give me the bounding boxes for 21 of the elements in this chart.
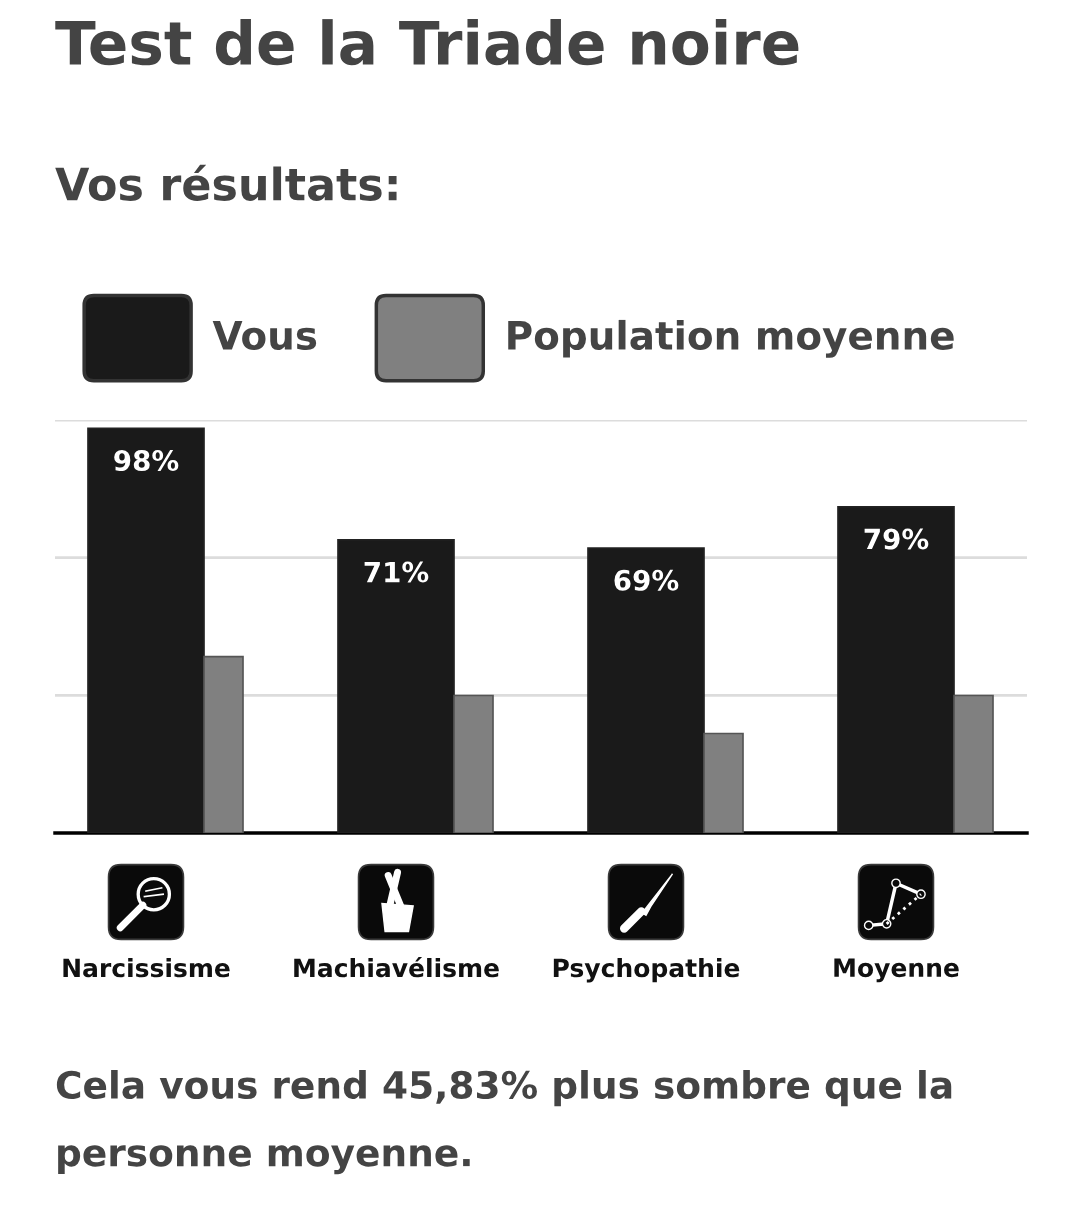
bar: [587, 547, 705, 833]
bar: [953, 694, 994, 833]
legend-label: Vous: [212, 321, 317, 351]
bar: [837, 505, 955, 833]
bar: [703, 732, 744, 833]
data-label: 98%: [114, 450, 179, 472]
x-tick-label: Psychopathie: [553, 958, 740, 983]
text: Cela vous rend 45,83% plus sombre que la personne moyenne.: [56, 1070, 952, 1175]
data-label: 69%: [614, 569, 679, 591]
x-tick-label: Machiavélisme: [294, 957, 499, 978]
x-tick-label: Moyenne: [834, 958, 959, 983]
legend-label: Population moyenne: [508, 319, 954, 358]
data-label: 79%: [864, 528, 929, 550]
chart-title: Test de la Triade noire: [55, 19, 799, 66]
data-label: 71%: [364, 561, 429, 583]
bar: [87, 427, 205, 833]
bar: [453, 694, 494, 833]
bar: [337, 538, 455, 833]
bar: [203, 655, 244, 833]
x-tick-label: Narcissisme: [63, 958, 230, 978]
chart-subtitle: Vos résultats:: [55, 164, 397, 201]
